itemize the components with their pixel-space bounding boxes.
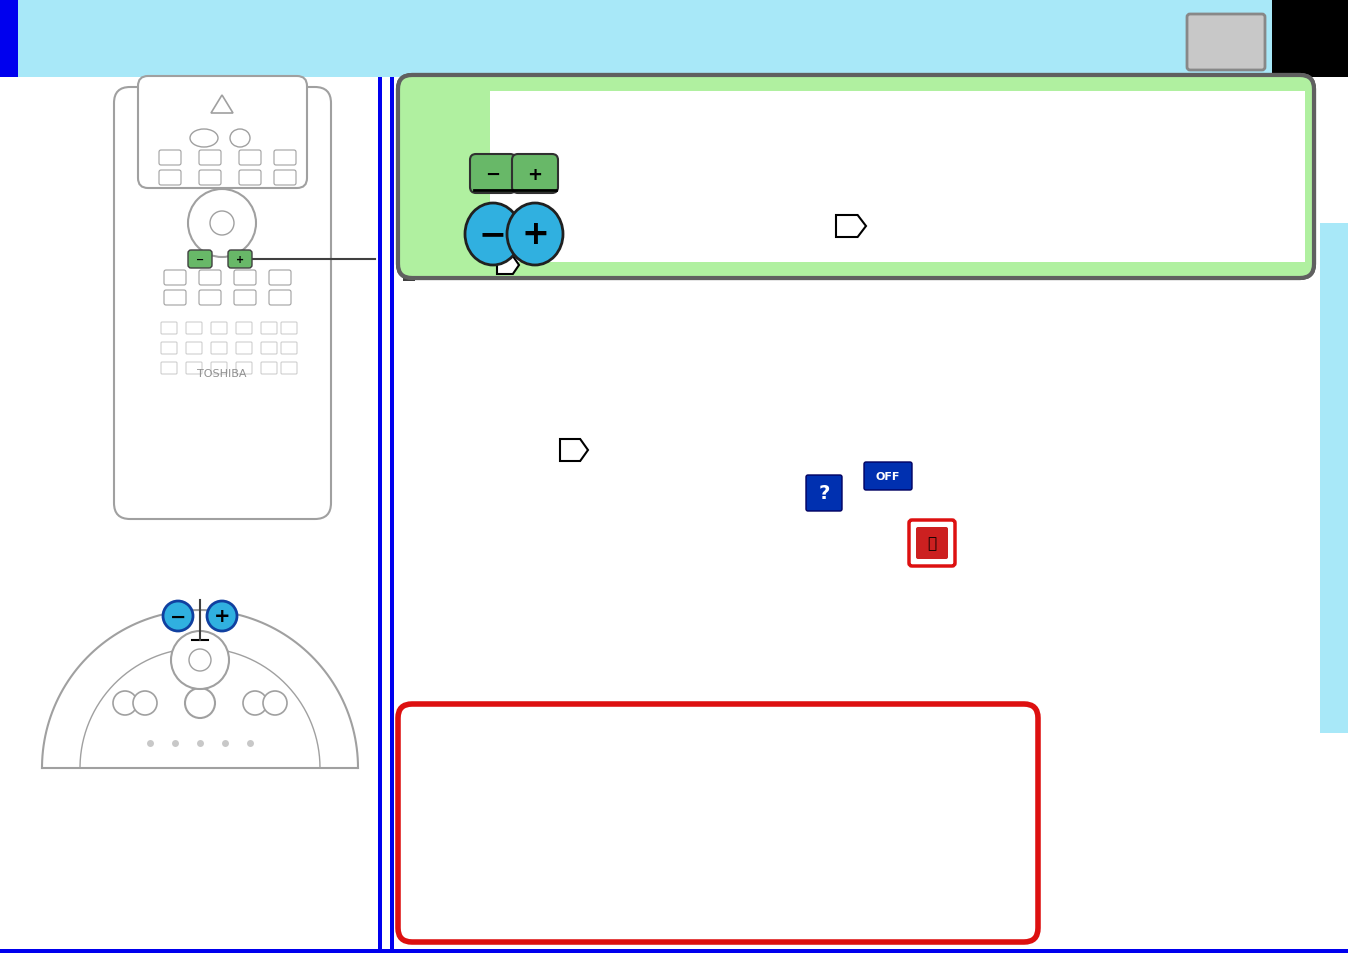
FancyBboxPatch shape [280, 343, 297, 355]
FancyBboxPatch shape [274, 171, 297, 186]
Ellipse shape [187, 190, 256, 257]
FancyBboxPatch shape [212, 343, 226, 355]
Ellipse shape [231, 130, 249, 148]
Polygon shape [497, 256, 519, 274]
FancyBboxPatch shape [159, 151, 181, 166]
Ellipse shape [507, 204, 563, 266]
FancyBboxPatch shape [200, 271, 221, 286]
Bar [0, 0, 1348, 78]
FancyBboxPatch shape [239, 151, 262, 166]
FancyBboxPatch shape [262, 343, 276, 355]
Bar [491, 91, 1305, 263]
Text: OFF: OFF [876, 472, 900, 481]
FancyBboxPatch shape [512, 154, 558, 193]
Bar [377, 78, 381, 953]
FancyBboxPatch shape [160, 323, 177, 335]
FancyBboxPatch shape [909, 520, 954, 566]
FancyBboxPatch shape [235, 271, 256, 286]
Polygon shape [559, 439, 588, 461]
FancyBboxPatch shape [236, 343, 252, 355]
FancyBboxPatch shape [186, 363, 202, 375]
FancyBboxPatch shape [236, 323, 252, 335]
Bar [403, 262, 415, 282]
Ellipse shape [263, 691, 287, 716]
Bar [0, 0, 18, 78]
Text: +: + [522, 218, 549, 252]
FancyBboxPatch shape [200, 291, 221, 306]
FancyBboxPatch shape [864, 462, 913, 491]
FancyBboxPatch shape [274, 151, 297, 166]
FancyBboxPatch shape [239, 171, 262, 186]
Ellipse shape [190, 130, 218, 148]
FancyBboxPatch shape [280, 363, 297, 375]
FancyBboxPatch shape [398, 704, 1038, 942]
FancyBboxPatch shape [917, 527, 948, 559]
Ellipse shape [133, 691, 156, 716]
Text: −: − [485, 166, 500, 184]
Text: −: − [479, 218, 507, 252]
Polygon shape [212, 96, 233, 113]
FancyBboxPatch shape [212, 363, 226, 375]
Ellipse shape [465, 204, 520, 266]
Bar [1320, 224, 1348, 733]
FancyBboxPatch shape [200, 151, 221, 166]
Text: TOSHIBA: TOSHIBA [197, 369, 247, 378]
Ellipse shape [171, 631, 229, 689]
FancyBboxPatch shape [137, 77, 307, 189]
FancyBboxPatch shape [262, 363, 276, 375]
FancyBboxPatch shape [228, 251, 252, 269]
Text: 🎮: 🎮 [927, 536, 937, 551]
FancyBboxPatch shape [186, 343, 202, 355]
Bar [390, 78, 394, 953]
Ellipse shape [113, 691, 137, 716]
Text: +: + [236, 254, 244, 265]
FancyBboxPatch shape [270, 271, 291, 286]
Text: −: − [195, 254, 204, 265]
FancyBboxPatch shape [160, 363, 177, 375]
FancyBboxPatch shape [398, 76, 1314, 278]
FancyBboxPatch shape [164, 271, 186, 286]
Ellipse shape [189, 649, 212, 671]
Ellipse shape [185, 688, 214, 719]
FancyBboxPatch shape [1188, 15, 1264, 71]
FancyBboxPatch shape [235, 291, 256, 306]
Ellipse shape [243, 691, 267, 716]
Polygon shape [836, 215, 865, 237]
FancyBboxPatch shape [115, 88, 332, 519]
Text: +: + [214, 607, 231, 626]
FancyBboxPatch shape [159, 171, 181, 186]
FancyBboxPatch shape [280, 323, 297, 335]
Text: +: + [527, 166, 542, 184]
Bar [1273, 0, 1348, 78]
FancyBboxPatch shape [187, 251, 212, 269]
Ellipse shape [208, 601, 237, 631]
Text: −: − [170, 607, 186, 626]
FancyBboxPatch shape [398, 76, 1314, 278]
Bar [0, 949, 1348, 953]
Text: ?: ? [818, 484, 829, 503]
FancyBboxPatch shape [186, 323, 202, 335]
FancyBboxPatch shape [806, 476, 842, 512]
FancyBboxPatch shape [200, 171, 221, 186]
FancyBboxPatch shape [262, 323, 276, 335]
FancyBboxPatch shape [212, 323, 226, 335]
FancyBboxPatch shape [160, 343, 177, 355]
FancyBboxPatch shape [164, 291, 186, 306]
Ellipse shape [163, 601, 193, 631]
Ellipse shape [210, 212, 235, 235]
FancyBboxPatch shape [236, 363, 252, 375]
FancyBboxPatch shape [270, 291, 291, 306]
FancyBboxPatch shape [470, 154, 516, 193]
